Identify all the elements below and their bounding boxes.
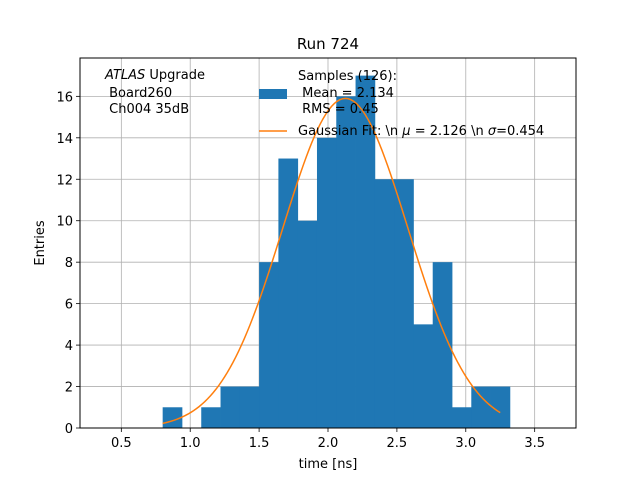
x-axis-label: time [ns]: [299, 457, 358, 472]
histogram-bar: [374, 179, 395, 428]
annotation-line-3: Ch004 35dB: [105, 102, 189, 117]
plot-area: [79, 57, 577, 429]
x-tick-label: 1.5: [249, 436, 270, 451]
x-tick-label: 3.0: [455, 436, 476, 451]
atlas-annotation: ATLAS Upgrade Board260 Ch004 35dB: [104, 68, 205, 117]
legend-fit-label: Gaussian Fit: \n μ = 2.126 \n σ=0.454: [298, 124, 544, 139]
x-tick-label: 3.5: [524, 436, 545, 451]
chart-title: Run 724: [297, 35, 359, 53]
legend-histogram-line-1: Samples (126):: [298, 69, 397, 84]
y-tick-label: 8: [65, 256, 73, 271]
histogram-bars: [162, 75, 511, 428]
legend-histogram-swatch: [259, 89, 287, 99]
histogram-bar: [297, 220, 318, 428]
y-tick-label: 10: [56, 215, 73, 230]
y-tick-label: 16: [56, 90, 73, 105]
histogram-bar: [413, 324, 434, 428]
y-tick-label: 2: [65, 381, 73, 396]
histogram-bar: [490, 386, 511, 428]
y-axis-label: Entries: [33, 220, 48, 266]
legend-fit-mu-symbol: μ: [401, 124, 410, 139]
x-tick-label: 2.0: [318, 436, 339, 451]
histogram-bar: [394, 179, 414, 428]
histogram-bar: [239, 386, 260, 428]
y-tick-label: 0: [65, 422, 73, 437]
legend: Samples (126): Mean = 2.134 RMS = 0.45 G…: [259, 69, 544, 139]
x-axis-ticks: 0.5 1.0 1.5 2.0 2.5 3.0 3.5: [111, 428, 545, 451]
histogram-bar: [259, 262, 279, 428]
histogram-bar: [432, 262, 453, 428]
histogram-bar: [336, 96, 356, 428]
y-tick-label: 12: [56, 173, 73, 188]
annotation-line-1: ATLAS Upgrade: [104, 68, 205, 83]
annotation-atlas-italic: ATLAS: [104, 68, 145, 83]
legend-fit-sigma-value: =0.454: [496, 124, 544, 139]
histogram-bar: [452, 407, 472, 428]
histogram-bar: [220, 386, 241, 428]
legend-histogram-line-3: RMS = 0.45: [298, 102, 379, 117]
fit-curve-line: [162, 97, 501, 425]
x-tick-label: 1.0: [180, 436, 201, 451]
y-tick-label: 14: [56, 132, 73, 147]
y-tick-label: 6: [65, 298, 73, 313]
histogram-bar: [471, 386, 491, 428]
histogram-bar: [316, 137, 337, 428]
gaussian-fit-curve: [162, 97, 501, 425]
annotation-line-2: Board260: [105, 86, 172, 101]
legend-fit-prefix: Gaussian Fit: \n: [298, 124, 402, 139]
legend-fit-mu-value: = 2.126 \n: [411, 124, 488, 139]
annotation-upgrade: Upgrade: [145, 68, 205, 83]
histogram-bar: [355, 75, 376, 428]
x-tick-label: 2.5: [387, 436, 408, 451]
histogram-bar: [201, 407, 221, 428]
histogram-bar: [278, 158, 299, 428]
y-axis-ticks: 0 2 4 6 8 10 12 14 16: [56, 90, 80, 437]
x-tick-label: 0.5: [111, 436, 132, 451]
y-tick-label: 4: [65, 339, 73, 354]
legend-histogram-line-2: Mean = 2.134: [298, 86, 394, 101]
legend-fit-sigma-symbol: σ: [488, 124, 497, 139]
